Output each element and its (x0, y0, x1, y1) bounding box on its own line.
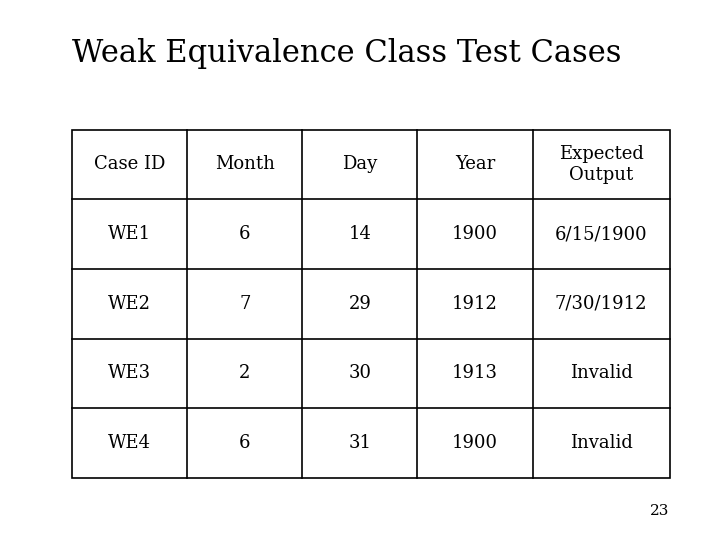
Text: 23: 23 (650, 504, 670, 518)
Text: 6/15/1900: 6/15/1900 (555, 225, 647, 243)
Text: 14: 14 (348, 225, 372, 243)
Bar (72, 130, 670, 478)
Text: WE3: WE3 (108, 364, 151, 382)
Text: Invalid: Invalid (570, 434, 633, 452)
Text: 29: 29 (348, 295, 372, 313)
Text: WE2: WE2 (108, 295, 151, 313)
Text: 6: 6 (239, 225, 251, 243)
Text: 1900: 1900 (452, 434, 498, 452)
Text: Day: Day (342, 156, 377, 173)
Text: 6: 6 (239, 434, 251, 452)
Text: Weak Equivalence Class Test Cases: Weak Equivalence Class Test Cases (72, 38, 621, 69)
Text: Case ID: Case ID (94, 156, 166, 173)
Text: 30: 30 (348, 364, 372, 382)
Text: Year: Year (455, 156, 495, 173)
Text: WE4: WE4 (108, 434, 151, 452)
Text: Expected
Output: Expected Output (559, 145, 644, 184)
Text: Invalid: Invalid (570, 364, 633, 382)
Text: 1900: 1900 (452, 225, 498, 243)
Text: 31: 31 (348, 434, 372, 452)
Text: 2: 2 (239, 364, 251, 382)
Text: 1913: 1913 (452, 364, 498, 382)
Text: 1912: 1912 (452, 295, 498, 313)
Text: WE1: WE1 (108, 225, 151, 243)
Text: 7: 7 (239, 295, 251, 313)
Text: 7/30/1912: 7/30/1912 (555, 295, 647, 313)
Text: Month: Month (215, 156, 275, 173)
